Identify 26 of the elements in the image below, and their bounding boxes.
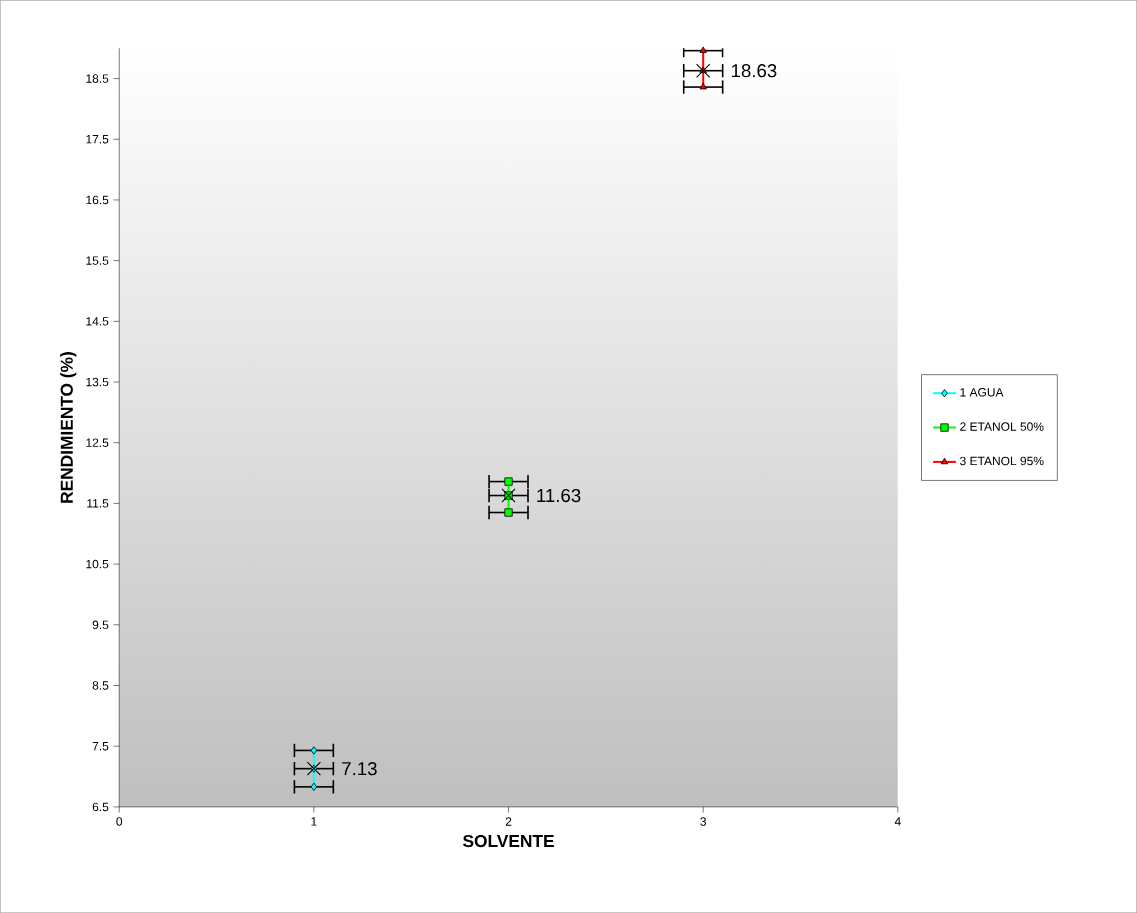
x-tick-label: 2 (505, 817, 512, 826)
legend-label: 2 ETANOL 50% (960, 422, 1044, 431)
data-label: 7.13 (342, 761, 377, 776)
y-tick-label: 11.5 (87, 499, 109, 508)
y-tick-label: 16.5 (86, 195, 109, 205)
y-tick-label: 10.5 (86, 559, 109, 569)
y-tick-label: 9.5 (92, 620, 109, 630)
x-tick-label: 3 (700, 817, 706, 826)
y-tick-label: 18.5 (86, 74, 109, 83)
x-tick-label: 4 (894, 817, 901, 826)
y-tick-label: 7.5 (92, 741, 109, 751)
legend-label: 1 AGUA (960, 387, 1004, 397)
y-axis-title: RENDIMIENTO (%) (60, 352, 77, 503)
y-tick-label: 6.5 (92, 802, 109, 812)
y-tick-label: 12.5 (86, 438, 109, 447)
legend-label: 3 ETANOL 95% (960, 456, 1044, 466)
data-label: 18.63 (731, 64, 777, 78)
y-tick-label: 17.5 (86, 135, 109, 144)
y-tick-label: 14.5 (86, 317, 109, 326)
data-label: 11.63 (537, 488, 581, 503)
x-tick-label: 0 (116, 817, 123, 826)
x-axis-title: SOLVENTE (462, 834, 554, 848)
y-tick-label: 8.5 (92, 681, 109, 690)
x-tick-label: 1 (311, 817, 317, 826)
y-tick-label: 13.5 (86, 377, 109, 387)
y-tick-label: 15.5 (86, 256, 109, 265)
